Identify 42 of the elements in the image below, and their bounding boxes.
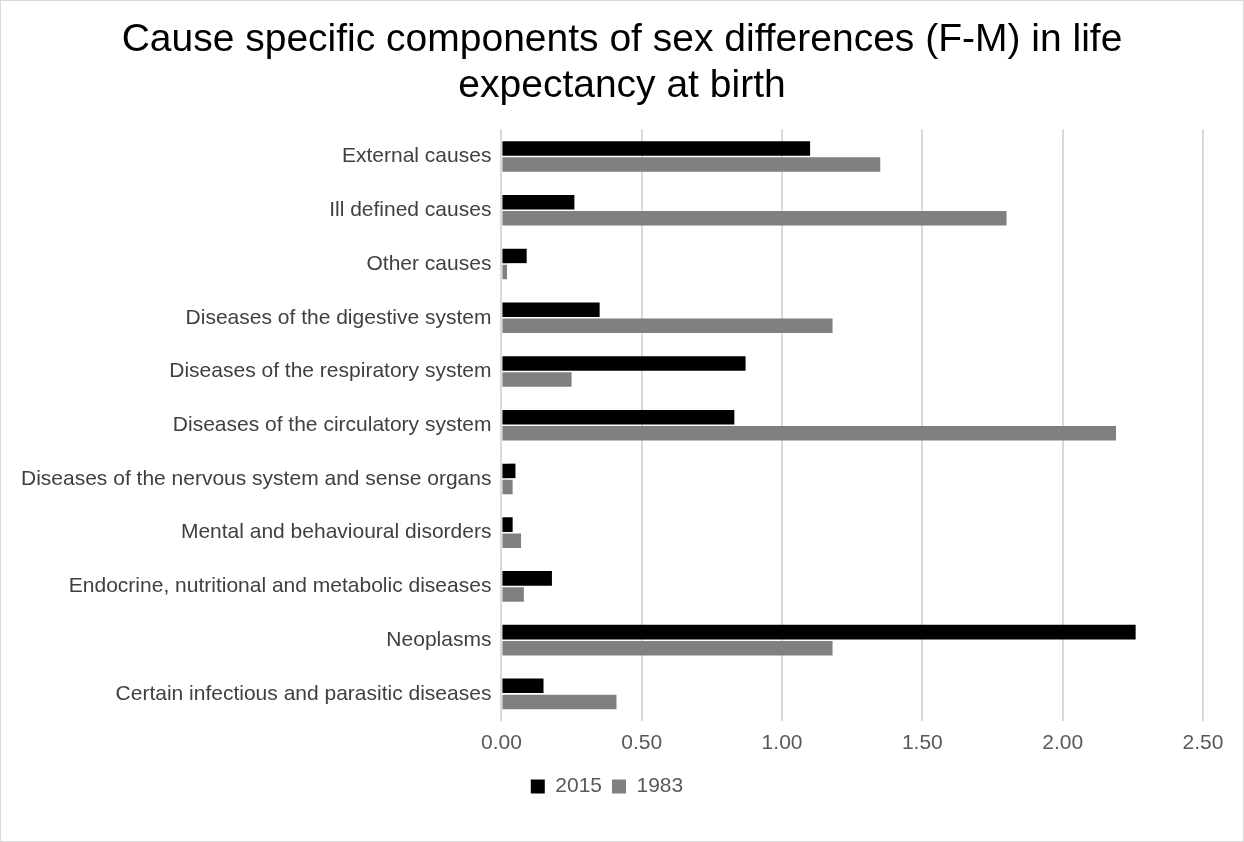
y-tick-label: Diseases of the circulatory system xyxy=(172,412,492,435)
x-tick-label: 1.00 xyxy=(761,730,803,754)
bar xyxy=(502,624,1136,640)
bar xyxy=(502,356,746,371)
bar xyxy=(502,372,572,387)
x-tick-label: 0.00 xyxy=(480,730,522,754)
x-tick-label: 1.50 xyxy=(901,730,943,754)
bar xyxy=(502,571,552,586)
bar xyxy=(502,678,544,694)
legend-label: 2015 xyxy=(555,773,602,797)
bar xyxy=(502,211,1007,226)
bar xyxy=(502,694,617,710)
bar xyxy=(502,533,522,549)
bar xyxy=(502,517,513,532)
y-tick-label: Other causes xyxy=(366,250,492,274)
bar xyxy=(502,264,508,280)
bar xyxy=(502,248,527,264)
chart-title: Cause specific components of sex differences (F-M) in life expectancy at birth xyxy=(120,15,1124,107)
y-tick-label: Diseases of the digestive system xyxy=(185,304,492,328)
y-tick-label: External causes xyxy=(342,143,492,167)
y-tick-label: Diseases of the nervous system and sense organs xyxy=(21,465,492,489)
y-tick-label: Certain infectious and parasitic diseases xyxy=(115,680,492,704)
bar xyxy=(502,426,1116,441)
bar xyxy=(502,463,516,479)
bar xyxy=(502,587,524,602)
y-tick-label: Mental and behavioural disorders xyxy=(180,519,492,543)
y-tick-label: Ill defined causes xyxy=(329,197,492,221)
x-tick-label: 2.50 xyxy=(1182,730,1224,754)
bar xyxy=(502,194,575,210)
bar xyxy=(502,157,881,172)
legend-label: 1983 xyxy=(636,773,684,797)
x-tick-label: 0.50 xyxy=(621,730,663,754)
y-tick-label: Diseases of the respiratory system xyxy=(169,358,492,382)
bar xyxy=(502,318,833,334)
y-tick-label: Neoplasms xyxy=(386,626,492,650)
bar xyxy=(502,302,600,317)
bar xyxy=(502,640,833,656)
bar xyxy=(502,479,513,495)
bar xyxy=(502,409,735,425)
y-tick-label: Endocrine, nutritional and metabolic diseases xyxy=(68,573,492,597)
bar xyxy=(502,141,811,156)
x-tick-label: 2.00 xyxy=(1042,730,1084,754)
